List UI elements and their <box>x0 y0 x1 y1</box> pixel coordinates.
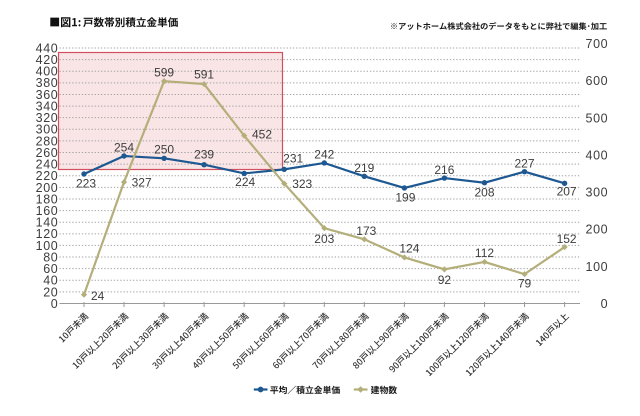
svg-text:199: 199 <box>395 191 415 205</box>
svg-text:100: 100 <box>586 260 609 274</box>
svg-text:220: 220 <box>36 169 59 183</box>
svg-text:160: 160 <box>36 204 59 218</box>
svg-text:207: 207 <box>557 185 577 199</box>
svg-text:120: 120 <box>36 227 59 241</box>
svg-text:500: 500 <box>586 111 609 125</box>
svg-text:60: 60 <box>43 262 58 276</box>
svg-text:239: 239 <box>194 147 214 161</box>
svg-text:452: 452 <box>252 127 272 141</box>
svg-text:203: 203 <box>314 232 334 246</box>
svg-text:100: 100 <box>36 239 59 253</box>
svg-text:180: 180 <box>36 192 59 206</box>
svg-text:152: 152 <box>557 232 577 246</box>
svg-text:360: 360 <box>36 88 59 102</box>
svg-text:700: 700 <box>586 37 609 51</box>
svg-text:200: 200 <box>36 181 59 195</box>
svg-text:340: 340 <box>36 100 59 114</box>
svg-text:0: 0 <box>51 297 59 311</box>
svg-text:216: 216 <box>434 163 454 177</box>
svg-text:200: 200 <box>586 223 609 237</box>
svg-text:227: 227 <box>514 156 534 170</box>
svg-text:280: 280 <box>36 134 59 148</box>
svg-text:20: 20 <box>43 285 58 299</box>
svg-text:250: 250 <box>154 143 174 157</box>
svg-text:208: 208 <box>474 185 494 199</box>
svg-text:112: 112 <box>475 246 494 260</box>
svg-text:140: 140 <box>36 216 59 230</box>
svg-text:420: 420 <box>36 53 59 67</box>
svg-text:440: 440 <box>36 41 59 55</box>
svg-text:224: 224 <box>235 175 255 189</box>
svg-text:79: 79 <box>518 277 532 291</box>
svg-text:124: 124 <box>399 242 419 256</box>
svg-text:599: 599 <box>154 65 174 79</box>
svg-text:323: 323 <box>292 177 312 191</box>
svg-text:173: 173 <box>356 224 376 238</box>
svg-text:591: 591 <box>194 67 214 81</box>
svg-text:240: 240 <box>36 158 59 172</box>
svg-text:320: 320 <box>36 111 59 125</box>
svg-text:380: 380 <box>36 76 59 90</box>
svg-text:92: 92 <box>438 273 452 287</box>
svg-text:231: 231 <box>283 152 303 166</box>
svg-text:600: 600 <box>586 74 609 88</box>
svg-text:219: 219 <box>354 161 374 175</box>
svg-text:0: 0 <box>601 297 609 311</box>
svg-text:327: 327 <box>132 175 152 189</box>
svg-text:300: 300 <box>586 186 609 200</box>
svg-text:400: 400 <box>36 65 59 79</box>
svg-text:242: 242 <box>314 148 334 162</box>
svg-text:260: 260 <box>36 146 59 160</box>
svg-text:40: 40 <box>43 274 58 288</box>
svg-text:400: 400 <box>586 148 609 162</box>
svg-text:80: 80 <box>43 250 58 264</box>
svg-text:254: 254 <box>114 141 134 155</box>
svg-text:223: 223 <box>76 177 96 191</box>
svg-text:300: 300 <box>36 123 59 137</box>
svg-text:24: 24 <box>91 289 105 303</box>
